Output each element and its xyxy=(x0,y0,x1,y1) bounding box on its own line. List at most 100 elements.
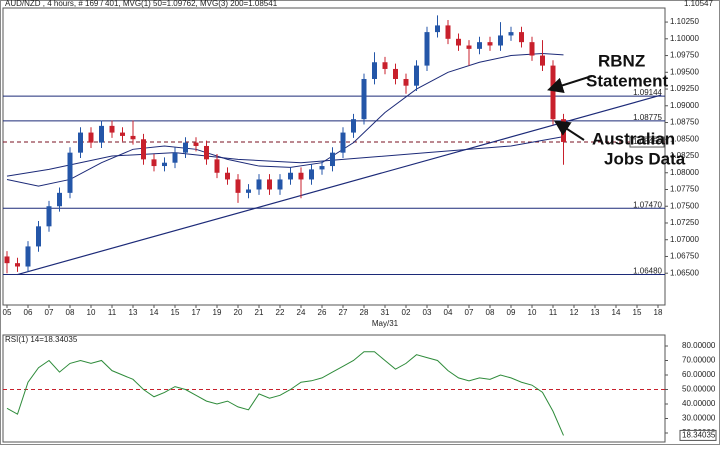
rsi-line xyxy=(6,351,564,436)
x-tick-label: 28 xyxy=(360,308,369,317)
candle-body xyxy=(309,169,314,180)
candle-body xyxy=(78,132,83,153)
candle-body xyxy=(508,32,514,36)
candle-body xyxy=(172,152,178,163)
candle-body xyxy=(109,125,115,133)
x-tick-label: 31 xyxy=(381,308,390,317)
candle-body xyxy=(130,135,136,140)
candle-body xyxy=(46,206,52,227)
x-tick-label: 07 xyxy=(45,308,54,317)
x-tick-label: 22 xyxy=(276,308,285,317)
y-tick-label: 1.08250 xyxy=(670,151,699,160)
x-tick-label: 14 xyxy=(150,308,159,317)
x-tick-label: 10 xyxy=(87,308,96,317)
x-tick-label: 09 xyxy=(507,308,516,317)
candle-body xyxy=(466,45,472,49)
rsi-panel xyxy=(2,334,666,443)
candle-body xyxy=(235,179,241,193)
y-tick-label: 1.09000 xyxy=(670,101,699,110)
y-tick-label: 1.07250 xyxy=(670,218,699,227)
y-tick-label: 80.00000 xyxy=(682,341,716,350)
candle-body xyxy=(15,263,20,267)
y-tick-label: 1.07750 xyxy=(670,185,699,194)
x-tick-label: 07 xyxy=(465,308,474,317)
moving-average xyxy=(6,136,564,177)
x-tick-label: 02 xyxy=(402,308,411,317)
candle-body xyxy=(403,78,409,86)
y-tick-label: 1.10250 xyxy=(670,17,699,26)
annotation-arrow xyxy=(547,75,593,94)
y-tick-label: 1.06500 xyxy=(670,268,699,277)
last-value-label: 18.34035 xyxy=(682,431,716,440)
y-tick-label: 1.06750 xyxy=(670,252,699,261)
level-label: 1.06480 xyxy=(633,267,662,276)
candle-body xyxy=(183,142,188,153)
last-box xyxy=(679,429,717,441)
candle-body xyxy=(330,152,335,167)
y-tick-label: 1.09750 xyxy=(670,51,699,60)
candle-body xyxy=(351,119,356,133)
annotation: Jobs Data xyxy=(604,149,686,168)
y-tick-label: 1.08750 xyxy=(670,118,699,127)
candle-body xyxy=(529,42,535,56)
rsi-title: RSI(1) 14=18.34035 xyxy=(5,335,78,344)
candle-body xyxy=(298,172,304,180)
candle-body xyxy=(4,256,10,264)
y-tick-label: 1.08000 xyxy=(670,168,699,177)
annotation-arrow xyxy=(553,120,585,141)
candle-body xyxy=(204,145,209,160)
candle-body xyxy=(487,42,493,46)
x-tick-label: 13 xyxy=(591,308,600,317)
candle-body xyxy=(456,38,461,46)
candle-body xyxy=(477,42,482,49)
annotation: Australian xyxy=(592,129,675,148)
y-tick-label: 1.07500 xyxy=(670,201,699,210)
candle-body xyxy=(319,166,325,170)
candle-body xyxy=(498,35,503,46)
x-tick-label: 13 xyxy=(129,308,138,317)
x-tick-label: 04 xyxy=(444,308,453,317)
x-tick-label: 08 xyxy=(486,308,495,317)
candle-body xyxy=(120,132,125,136)
x-tick-label: 06 xyxy=(24,308,33,317)
candle-body xyxy=(225,172,230,180)
x-tick-label: 15 xyxy=(633,308,642,317)
x-tick-label: 21 xyxy=(255,308,264,317)
y-tick-label: 60.00000 xyxy=(682,370,716,379)
candle-body xyxy=(25,246,31,267)
x-tick-label: 19 xyxy=(213,308,222,317)
y-tick-label: 40.00000 xyxy=(682,399,716,408)
level-label: 1.08459 xyxy=(633,137,662,146)
candle-body xyxy=(393,68,398,79)
x-tick-label: 03 xyxy=(423,308,432,317)
month-label: May/31 xyxy=(372,319,399,328)
candle-body xyxy=(141,139,146,160)
x-tick-label: 12 xyxy=(570,308,579,317)
y-tick-label: 50.00000 xyxy=(682,385,716,394)
candle-body xyxy=(445,25,451,39)
y-tick-label: 1.07000 xyxy=(670,235,699,244)
y-tick-label: 1.10000 xyxy=(670,34,699,43)
x-tick-label: 11 xyxy=(108,308,117,317)
chart-title: AUD/NZD , 4 hours, # 169 / 401, MVG(1) 5… xyxy=(5,0,278,8)
candle-body xyxy=(288,172,293,180)
y-tick-label: 1.08500 xyxy=(670,134,699,143)
level-label: 1.09144 xyxy=(633,88,662,97)
x-tick-label: 10 xyxy=(528,308,537,317)
x-tick-label: 08 xyxy=(66,308,75,317)
candle-body xyxy=(340,132,346,153)
top-price-label: 1.10547 xyxy=(684,0,713,8)
candle-body xyxy=(57,192,62,207)
annotation: Statement xyxy=(586,71,669,90)
x-tick-label: 11 xyxy=(549,308,558,317)
x-tick-label: 18 xyxy=(654,308,663,317)
candle-body xyxy=(214,159,220,173)
candle-body xyxy=(193,142,199,146)
candle-body xyxy=(435,25,440,33)
level-label: 1.07470 xyxy=(633,200,662,209)
y-tick-label: 1.09500 xyxy=(670,67,699,76)
candle-body xyxy=(36,226,41,247)
candle-body xyxy=(372,62,377,79)
x-tick-label: 27 xyxy=(339,308,348,317)
